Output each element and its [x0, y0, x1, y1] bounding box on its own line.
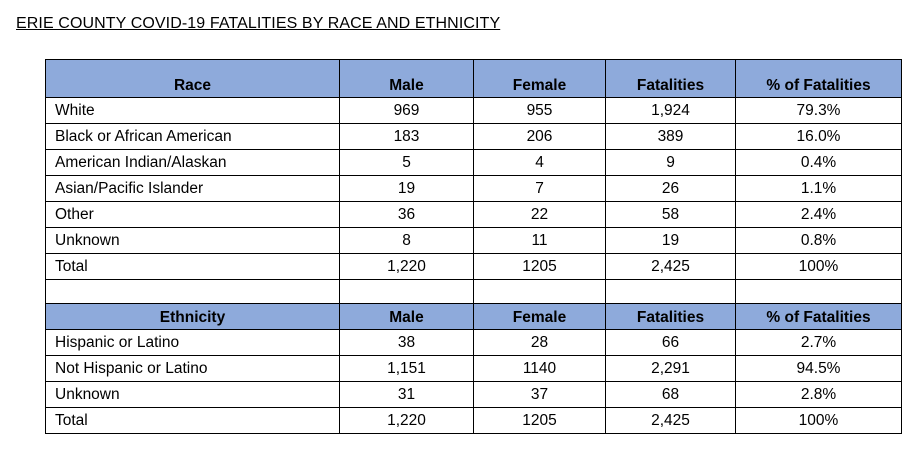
table-cell: 2.4%	[735, 201, 902, 228]
table-cell: 100%	[735, 407, 902, 434]
row-label: Unknown	[45, 381, 340, 408]
table-cell: 2,425	[605, 407, 736, 434]
table-cell: 2.7%	[735, 329, 902, 356]
table-cell: 8	[339, 227, 474, 254]
row-label: Unknown	[45, 227, 340, 254]
column-header: Fatalities	[605, 303, 736, 330]
table-cell: 9	[605, 149, 736, 176]
table-cell: 1140	[473, 355, 606, 382]
table-cell: 66	[605, 329, 736, 356]
table-cell: 1205	[473, 407, 606, 434]
table-cell: 31	[339, 381, 474, 408]
empty-cell	[735, 279, 902, 304]
table-cell: 2,291	[605, 355, 736, 382]
table-cell: 1,151	[339, 355, 474, 382]
table-cell: 4	[473, 149, 606, 176]
table-cell: 94.5%	[735, 355, 902, 382]
column-header: % of Fatalities	[735, 59, 902, 98]
race-header-row: Race Male Female Fatalities % of Fatalit…	[45, 59, 902, 98]
table-cell: 28	[473, 329, 606, 356]
table-cell: 36	[339, 201, 474, 228]
total-row: Total 1,220 1205 2,425 100%	[45, 253, 902, 280]
table-cell: 79.3%	[735, 97, 902, 124]
table-cell: 22	[473, 201, 606, 228]
table-cell: 206	[473, 123, 606, 150]
column-header: % of Fatalities	[735, 303, 902, 330]
table-cell: 969	[339, 97, 474, 124]
table-cell: 0.4%	[735, 149, 902, 176]
row-label: Hispanic or Latino	[45, 329, 340, 356]
table-row: Asian/Pacific Islander 19 7 26 1.1%	[45, 175, 902, 202]
table-cell: 1205	[473, 253, 606, 280]
row-label: Not Hispanic or Latino	[45, 355, 340, 382]
fatalities-table: Race Male Female Fatalities % of Fatalit…	[45, 59, 902, 434]
table-row: Hispanic or Latino 38 28 66 2.7%	[45, 329, 902, 356]
table-cell: 26	[605, 175, 736, 202]
table-cell: 11	[473, 227, 606, 254]
table-cell: 955	[473, 97, 606, 124]
row-label: Total	[45, 253, 340, 280]
table-cell: 5	[339, 149, 474, 176]
table-cell: 2,425	[605, 253, 736, 280]
table-cell: 37	[473, 381, 606, 408]
table-cell: 68	[605, 381, 736, 408]
table-cell: 100%	[735, 253, 902, 280]
row-label: American Indian/Alaskan	[45, 149, 340, 176]
empty-cell	[605, 279, 736, 304]
row-label: Total	[45, 407, 340, 434]
column-header: Fatalities	[605, 59, 736, 98]
table-cell: 16.0%	[735, 123, 902, 150]
table-cell: 389	[605, 123, 736, 150]
table-cell: 1.1%	[735, 175, 902, 202]
table-row: White 969 955 1,924 79.3%	[45, 97, 902, 124]
row-label: White	[45, 97, 340, 124]
column-header: Race	[45, 59, 340, 98]
table-cell: 7	[473, 175, 606, 202]
table-row: Unknown 8 11 19 0.8%	[45, 227, 902, 254]
row-label: Other	[45, 201, 340, 228]
table-cell: 2.8%	[735, 381, 902, 408]
ethnicity-header-row: Ethnicity Male Female Fatalities % of Fa…	[45, 303, 902, 330]
column-header: Female	[473, 59, 606, 98]
row-label: Black or African American	[45, 123, 340, 150]
table-cell: 1,220	[339, 407, 474, 434]
table-cell: 38	[339, 329, 474, 356]
table-cell: 183	[339, 123, 474, 150]
table-cell: 58	[605, 201, 736, 228]
column-header: Male	[339, 303, 474, 330]
table-cell: 19	[339, 175, 474, 202]
column-header: Ethnicity	[45, 303, 340, 330]
table-cell: 1,924	[605, 97, 736, 124]
table-cell: 1,220	[339, 253, 474, 280]
table-row: Unknown 31 37 68 2.8%	[45, 381, 902, 408]
spacer-row	[45, 279, 902, 304]
table-row: Other 36 22 58 2.4%	[45, 201, 902, 228]
table-row: Black or African American 183 206 389 16…	[45, 123, 902, 150]
empty-cell	[339, 279, 474, 304]
row-label: Asian/Pacific Islander	[45, 175, 340, 202]
empty-cell	[473, 279, 606, 304]
table-row: Not Hispanic or Latino 1,151 1140 2,291 …	[45, 355, 902, 382]
empty-cell	[45, 279, 340, 304]
column-header: Male	[339, 59, 474, 98]
page-title: ERIE COUNTY COVID-19 FATALITIES BY RACE …	[16, 15, 501, 32]
total-row: Total 1,220 1205 2,425 100%	[45, 407, 902, 434]
table-cell: 19	[605, 227, 736, 254]
table-row: American Indian/Alaskan 5 4 9 0.4%	[45, 149, 902, 176]
column-header: Female	[473, 303, 606, 330]
table-cell: 0.8%	[735, 227, 902, 254]
